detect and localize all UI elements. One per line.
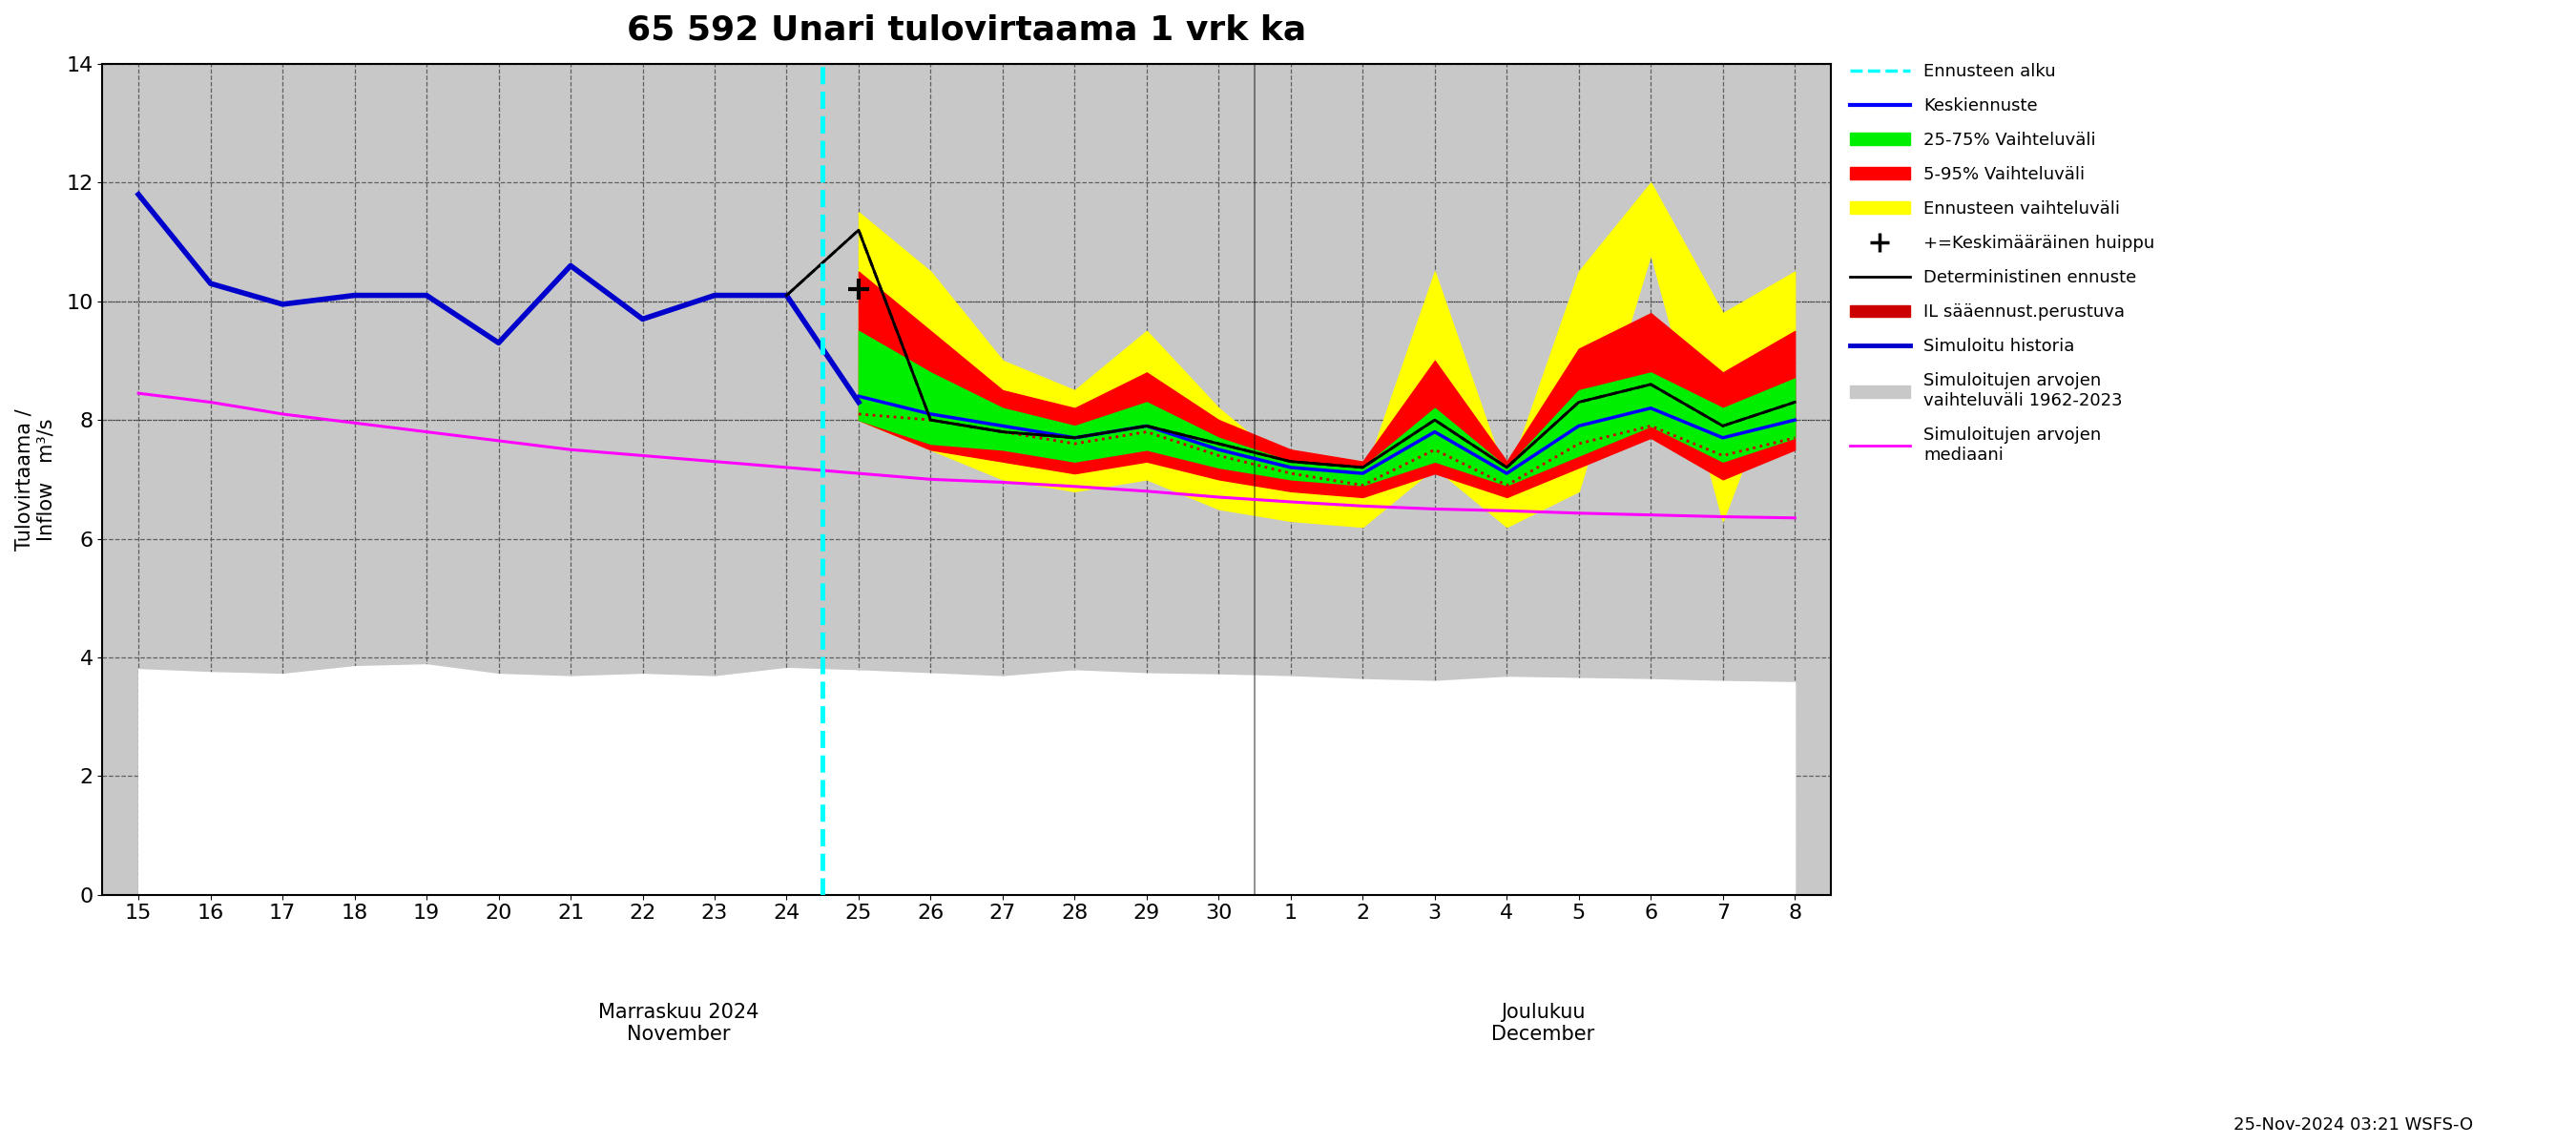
Legend: Ennusteen alku, Keskiennuste, 25-75% Vaihteluväli, 5-95% Vaihteluväli, Ennusteen: Ennusteen alku, Keskiennuste, 25-75% Vai… <box>1842 56 2161 471</box>
Text: Joulukuu
December: Joulukuu December <box>1492 1003 1595 1044</box>
Text: 25-Nov-2024 03:21 WSFS-O: 25-Nov-2024 03:21 WSFS-O <box>2233 1116 2473 1134</box>
Text: Marraskuu 2024
November: Marraskuu 2024 November <box>598 1003 760 1044</box>
Title: 65 592 Unari tulovirtaama 1 vrk ka: 65 592 Unari tulovirtaama 1 vrk ka <box>626 14 1306 47</box>
Y-axis label: Tulovirtaama /
Inflow   m³/s: Tulovirtaama / Inflow m³/s <box>15 409 57 551</box>
